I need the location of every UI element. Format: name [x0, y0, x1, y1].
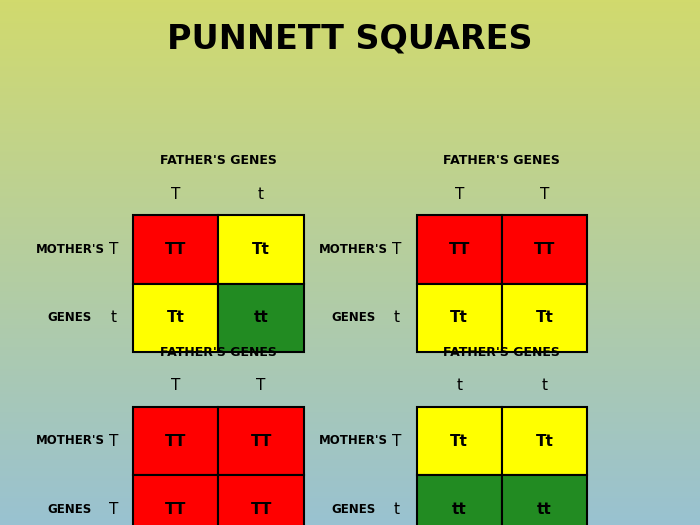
Text: T: T — [392, 434, 402, 448]
Text: GENES: GENES — [331, 311, 376, 324]
Text: Tt: Tt — [536, 434, 554, 448]
Text: PUNNETT SQUARES: PUNNETT SQUARES — [167, 23, 533, 56]
Text: MOTHER'S: MOTHER'S — [319, 435, 388, 447]
Text: T: T — [171, 379, 181, 393]
Text: t: t — [542, 379, 547, 393]
Bar — [502, 475, 587, 525]
Text: T: T — [108, 242, 118, 257]
Text: TT: TT — [165, 502, 186, 517]
Text: t: t — [258, 187, 264, 202]
Text: GENES: GENES — [48, 311, 92, 324]
Bar — [416, 407, 502, 475]
Text: GENES: GENES — [48, 503, 92, 516]
Text: MOTHER'S: MOTHER'S — [36, 243, 104, 256]
Bar — [502, 284, 587, 352]
Bar — [133, 284, 218, 352]
Bar — [218, 284, 304, 352]
Text: MOTHER'S: MOTHER'S — [319, 243, 388, 256]
Text: FATHER'S GENES: FATHER'S GENES — [160, 154, 276, 167]
Text: TT: TT — [449, 242, 470, 257]
Bar — [133, 407, 218, 475]
Text: T: T — [392, 242, 402, 257]
Text: TT: TT — [165, 434, 186, 448]
Bar — [133, 475, 218, 525]
Text: TT: TT — [251, 502, 272, 517]
Text: t: t — [456, 379, 462, 393]
Text: T: T — [540, 187, 550, 202]
Text: Tt: Tt — [450, 310, 468, 325]
Bar — [416, 215, 502, 284]
Text: FATHER'S GENES: FATHER'S GENES — [444, 345, 560, 359]
Text: t: t — [394, 310, 400, 325]
Text: GENES: GENES — [331, 503, 376, 516]
Text: T: T — [108, 502, 118, 517]
Bar — [502, 215, 587, 284]
Text: T: T — [171, 187, 181, 202]
Text: tt: tt — [253, 310, 269, 325]
Text: FATHER'S GENES: FATHER'S GENES — [444, 154, 560, 167]
Bar — [218, 215, 304, 284]
Text: t: t — [111, 310, 116, 325]
Text: TT: TT — [165, 242, 186, 257]
Text: tt: tt — [537, 502, 552, 517]
Text: T: T — [454, 187, 464, 202]
Text: Tt: Tt — [252, 242, 270, 257]
Text: TT: TT — [251, 434, 272, 448]
Text: Tt: Tt — [536, 310, 554, 325]
Bar — [416, 284, 502, 352]
Text: t: t — [394, 502, 400, 517]
Bar — [133, 215, 218, 284]
Bar — [218, 475, 304, 525]
Text: FATHER'S GENES: FATHER'S GENES — [160, 345, 276, 359]
Bar — [502, 407, 587, 475]
Text: MOTHER'S: MOTHER'S — [36, 435, 104, 447]
Text: TT: TT — [534, 242, 555, 257]
Text: Tt: Tt — [450, 434, 468, 448]
Bar — [218, 407, 304, 475]
Text: T: T — [256, 379, 266, 393]
Text: Tt: Tt — [167, 310, 185, 325]
Bar — [416, 475, 502, 525]
Text: T: T — [108, 434, 118, 448]
Text: tt: tt — [452, 502, 467, 517]
